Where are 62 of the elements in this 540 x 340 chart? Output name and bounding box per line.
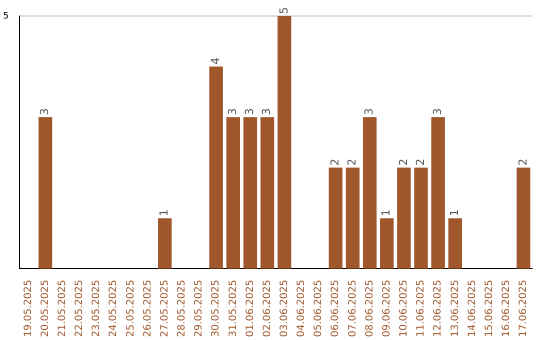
- data-label: 3: [430, 108, 444, 116]
- x-tick-label: 27.05.2025: [159, 280, 170, 338]
- bar: [38, 117, 52, 269]
- x-tick-label: 14.06.2025: [466, 280, 478, 338]
- data-label: 3: [243, 108, 256, 116]
- data-label: 4: [208, 58, 222, 65]
- x-tick-label: 16.06.2025: [500, 280, 512, 338]
- bar: [260, 117, 274, 269]
- x-tick-label: 15.06.2025: [484, 280, 495, 338]
- data-label: 2: [346, 158, 359, 166]
- x-tick-label: 13.06.2025: [450, 280, 461, 338]
- data-label: 2: [396, 158, 410, 166]
- x-tick-label: 01.06.2025: [244, 280, 256, 338]
- x-tick-label: 26.05.2025: [142, 280, 154, 338]
- x-tick-label: 05.06.2025: [313, 280, 324, 338]
- x-tick-label: 10.06.2025: [398, 280, 410, 338]
- data-label: 3: [38, 108, 52, 116]
- bar: [431, 117, 445, 269]
- x-tick-label: 23.05.2025: [91, 280, 102, 338]
- data-label: 1: [380, 209, 393, 216]
- x-tick-label: 20.05.2025: [40, 280, 51, 338]
- x-tick-label: 11.06.2025: [416, 280, 427, 338]
- x-tick-label: 21.05.2025: [57, 280, 68, 338]
- data-label: 2: [328, 158, 342, 166]
- x-tick-label: 29.05.2025: [194, 280, 205, 338]
- x-tick-label: 07.06.2025: [347, 280, 358, 338]
- x-tick-label: 31.05.2025: [228, 280, 239, 338]
- data-label: 2: [414, 158, 427, 166]
- x-tick-label: 30.05.2025: [210, 280, 222, 338]
- x-tick-label: 19.05.2025: [22, 280, 34, 338]
- bar: [328, 168, 342, 269]
- x-tick-label: 03.06.2025: [278, 280, 290, 338]
- data-label: 3: [260, 108, 274, 116]
- x-tick-label: 12.06.2025: [432, 280, 444, 338]
- data-label: 3: [362, 108, 376, 116]
- bar: [346, 168, 360, 269]
- bar: [448, 218, 462, 269]
- x-tick-label: 25.05.2025: [125, 280, 136, 338]
- x-tick-label: 28.05.2025: [176, 280, 188, 338]
- bar: [414, 168, 428, 269]
- data-label: 1: [158, 209, 171, 216]
- x-tick-label: 09.06.2025: [381, 280, 392, 338]
- x-tick-label: 06.06.2025: [330, 280, 342, 338]
- data-label: 3: [226, 108, 240, 116]
- bar: [209, 66, 223, 269]
- data-label: 5: [277, 7, 290, 14]
- bar: [397, 168, 411, 269]
- x-tick-label: 04.06.2025: [296, 280, 308, 338]
- bar: [516, 168, 530, 269]
- bar: [243, 117, 258, 269]
- bar: [380, 218, 394, 269]
- x-tick-label: 24.05.2025: [108, 280, 120, 338]
- x-tick-label: 02.06.2025: [262, 280, 273, 338]
- bar: [158, 218, 172, 269]
- data-label: 2: [516, 158, 530, 166]
- x-tick-label: 08.06.2025: [364, 280, 376, 338]
- bar: [278, 16, 292, 269]
- x-tick-label: 17.06.2025: [518, 280, 530, 338]
- bar: [362, 117, 377, 269]
- bar: [226, 117, 240, 269]
- data-label: 1: [448, 209, 462, 216]
- x-tick-label: 22.05.2025: [74, 280, 86, 338]
